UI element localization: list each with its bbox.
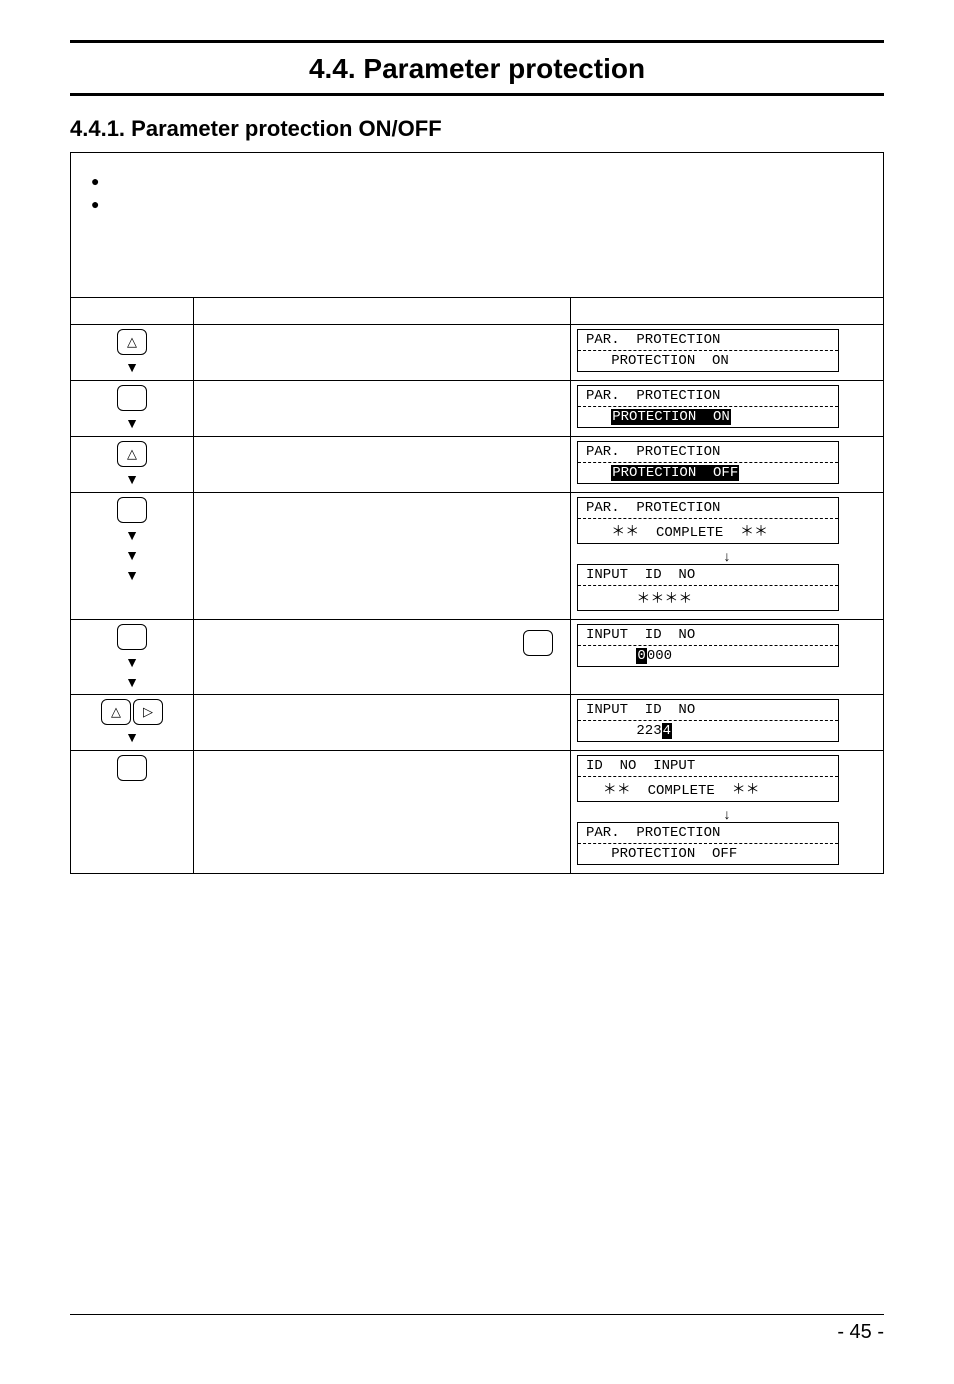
down-arrow-icon: ▼: [77, 527, 187, 543]
down-arrow-icon: ▼: [77, 674, 187, 690]
lcd-line: INPUT ID NO: [578, 565, 838, 585]
key-button: [117, 755, 147, 781]
desc-cell: [194, 381, 571, 437]
lcd-box: PAR. PROTECTION PROTECTION OFF: [577, 822, 839, 865]
lcd-box: INPUT ID NO 2234: [577, 699, 839, 742]
display-cell: PAR. PROTECTION PROTECTION ON: [571, 325, 884, 381]
lcd-line: PROTECTION ON: [578, 350, 838, 371]
header-disp: [571, 298, 884, 325]
down-arrow-icon: ▼: [77, 654, 187, 670]
lcd-line: INPUT ID NO: [578, 625, 838, 645]
bullet-icon: ●: [91, 174, 99, 188]
lcd-line: PAR. PROTECTION: [578, 330, 838, 350]
lcd-line: 0000: [578, 645, 838, 666]
lcd-inverse-text: PROTECTION OFF: [611, 465, 739, 481]
display-cell: PAR. PROTECTION PROTECTION OFF: [571, 437, 884, 493]
down-arrow-icon: ▼: [77, 359, 187, 375]
lcd-transition-arrow: ↓: [577, 548, 877, 564]
desc-cell: [194, 695, 571, 751]
display-cell: PAR. PROTECTION PROTECTION ON: [571, 381, 884, 437]
lcd-box: PAR. PROTECTION PROTECTION ON: [577, 329, 839, 372]
lcd-line: PROTECTION OFF: [578, 462, 838, 483]
display-cell: PAR. PROTECTION ＊＊ COMPLETE ＊＊ ↓INPUT ID …: [571, 493, 884, 620]
lcd-line: PAR. PROTECTION: [578, 442, 838, 462]
page-number: - 45 -: [70, 1314, 884, 1344]
key-cell: △▼: [71, 325, 194, 381]
lcd-line: 2234: [578, 720, 838, 741]
lcd-inverse-text: 0: [636, 648, 646, 664]
lcd-inverse-text: 4: [662, 723, 672, 739]
bullet-icon: ●: [91, 197, 99, 211]
lcd-line: PAR. PROTECTION: [578, 498, 838, 518]
subsection-title: 4.4.1. Parameter protection ON/OFF: [70, 116, 884, 142]
intro-box: ● ●: [70, 152, 884, 297]
procedure-table: △▼PAR. PROTECTION PROTECTION ON▼PAR. PRO…: [70, 297, 884, 874]
key-button: [117, 624, 147, 650]
desc-cell: [194, 325, 571, 381]
down-arrow-icon: ▼: [77, 415, 187, 431]
lcd-line: PAR. PROTECTION: [578, 823, 838, 843]
section-title: 4.4. Parameter protection: [309, 53, 645, 84]
header-desc: [194, 298, 571, 325]
lcd-line: PROTECTION OFF: [578, 843, 838, 864]
key-cell: △▷ ▼: [71, 695, 194, 751]
desc-cell: [194, 493, 571, 620]
display-cell: INPUT ID NO 2234: [571, 695, 884, 751]
lcd-line: PROTECTION ON: [578, 406, 838, 427]
key-cell: ▼▼: [71, 620, 194, 695]
display-cell: ID NO INPUT ＊＊ COMPLETE ＊＊ ↓PAR. PROTECTI…: [571, 751, 884, 874]
lcd-box: INPUT ID NO 0000: [577, 624, 839, 667]
lcd-line: ＊＊ COMPLETE ＊＊: [578, 518, 838, 543]
lcd-line: ID NO INPUT: [578, 756, 838, 776]
lcd-line: ＊＊ COMPLETE ＊＊: [578, 776, 838, 801]
key-cell: ▼ ▼ ▼: [71, 493, 194, 620]
lcd-box: ID NO INPUT ＊＊ COMPLETE ＊＊: [577, 755, 839, 802]
lcd-line: INPUT ID NO: [578, 700, 838, 720]
lcd-transition-arrow: ↓: [577, 806, 877, 822]
key-cell: [71, 751, 194, 874]
down-arrow-icon: ▼: [77, 547, 187, 563]
lcd-line: ＊＊＊＊: [578, 585, 838, 610]
header-key: [71, 298, 194, 325]
key-cell: △▼: [71, 437, 194, 493]
lcd-box: INPUT ID NO ＊＊＊＊: [577, 564, 839, 611]
down-arrow-icon: ▼: [77, 471, 187, 487]
down-arrow-icon: ▼: [77, 567, 187, 583]
key-button: ▷: [133, 699, 163, 725]
key-button: △: [117, 329, 147, 355]
key-button: △: [117, 441, 147, 467]
lcd-box: PAR. PROTECTION PROTECTION ON: [577, 385, 839, 428]
desc-cell: [194, 437, 571, 493]
key-button: △: [101, 699, 131, 725]
down-arrow-icon: ▼: [77, 729, 187, 745]
lcd-line: PAR. PROTECTION: [578, 386, 838, 406]
lcd-box: PAR. PROTECTION PROTECTION OFF: [577, 441, 839, 484]
key-cell: ▼: [71, 381, 194, 437]
desc-cell: [194, 620, 571, 695]
desc-cell: [194, 751, 571, 874]
key-button: [117, 385, 147, 411]
lcd-box: PAR. PROTECTION ＊＊ COMPLETE ＊＊: [577, 497, 839, 544]
key-button: [117, 497, 147, 523]
lcd-inverse-text: PROTECTION ON: [611, 409, 731, 425]
key-button: [523, 630, 553, 656]
display-cell: INPUT ID NO 0000: [571, 620, 884, 695]
